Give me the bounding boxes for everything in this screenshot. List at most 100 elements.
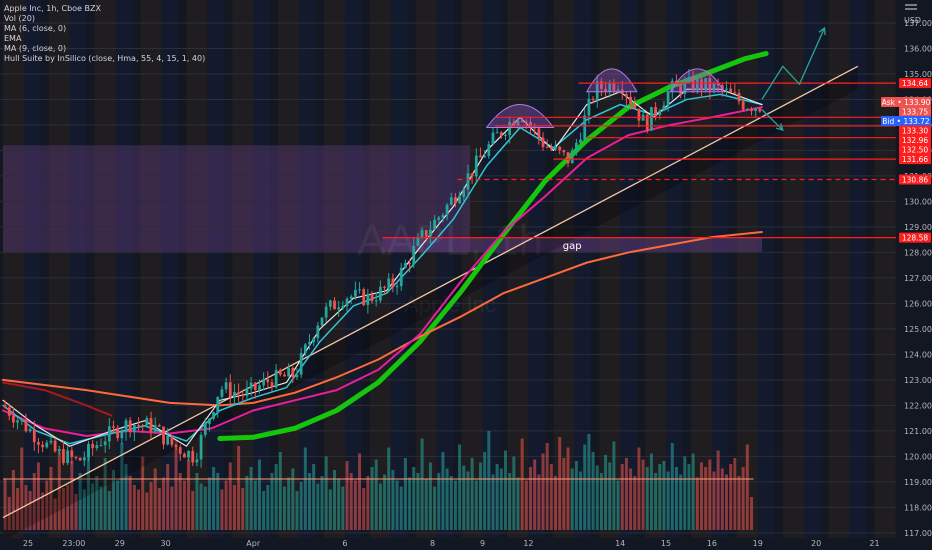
- legend-ma-6[interactable]: MA (6, close, 0): [4, 24, 67, 33]
- price-tick-label: 125.00: [904, 325, 932, 334]
- session-band: [849, 0, 867, 538]
- price-tick-label: 127.00: [904, 274, 932, 283]
- session-band: [507, 0, 529, 538]
- horizontal-levels[interactable]: [382, 82, 896, 239]
- volume-bar: [545, 443, 549, 530]
- candle: [725, 88, 728, 90]
- candle: [737, 93, 741, 102]
- legend-volume[interactable]: Vol (20): [4, 14, 35, 23]
- gap-zone: [382, 237, 762, 253]
- candle: [45, 442, 49, 448]
- volume-bar: [562, 458, 566, 530]
- volume-bar: [162, 477, 166, 530]
- trendline[interactable]: [2, 65, 859, 541]
- volume-bar: [358, 453, 362, 530]
- legend-ema[interactable]: EMA: [4, 34, 22, 43]
- volume-bar: [57, 452, 61, 530]
- candle: [666, 91, 670, 106]
- volume-bar: [741, 467, 745, 530]
- price-tag-label: 134.64: [902, 79, 928, 88]
- volume-bar: [149, 482, 153, 530]
- trendline: [2, 65, 859, 519]
- volume-bar: [391, 470, 395, 530]
- currency-label: USD: [904, 16, 922, 25]
- candle: [237, 392, 240, 395]
- volume-bar: [437, 473, 441, 530]
- price-axis[interactable]: 137.00136.00135.00134.00133.00132.00131.…: [896, 0, 932, 550]
- candle: [283, 374, 286, 377]
- candle: [374, 300, 378, 302]
- session-band: [736, 0, 758, 538]
- volume-bar: [591, 452, 595, 530]
- pattern-arc: [669, 68, 726, 93]
- volume-bar: [541, 453, 545, 530]
- pattern-arcs[interactable]: [485, 68, 726, 128]
- candle: [574, 142, 578, 151]
- candle: [391, 278, 395, 288]
- price-tick-label: 117.00: [904, 529, 932, 538]
- volume-bar: [416, 473, 420, 530]
- legend-ma-9[interactable]: MA (9, close, 0): [4, 44, 67, 53]
- candle: [520, 120, 524, 122]
- legend-title[interactable]: Apple Inc, 1h, Cboe BZX: [4, 4, 101, 13]
- candle: [87, 443, 90, 458]
- session-band: [645, 0, 667, 538]
- ma-line-dark-red: [2, 381, 113, 417]
- candle: [141, 425, 145, 427]
- candle: [566, 152, 570, 164]
- time-axis-bg: [0, 538, 932, 550]
- volume-bar: [216, 473, 220, 530]
- candle: [470, 173, 474, 177]
- volume-bar: [478, 462, 482, 530]
- volume-bar: [24, 485, 28, 530]
- volume-bar: [633, 476, 637, 530]
- volume-bar: [137, 489, 141, 530]
- candle: [299, 352, 303, 375]
- volume-bar: [570, 468, 574, 530]
- candle: [595, 81, 599, 101]
- volume-bar: [549, 464, 553, 530]
- volume-bar: [441, 452, 445, 530]
- time-tick-label: Apr: [246, 539, 261, 548]
- volume-bar: [670, 443, 674, 530]
- volume-bar: [483, 452, 487, 530]
- volume-bar: [725, 474, 728, 530]
- volume-bar: [16, 488, 20, 530]
- volume-bar: [120, 443, 124, 530]
- candle: [195, 459, 199, 463]
- session-band: [207, 0, 225, 538]
- session-band: [782, 0, 804, 538]
- volume-bar: [637, 447, 641, 530]
- price-tick-label: 137.00: [904, 19, 932, 28]
- candle: [191, 451, 195, 463]
- candle: [362, 289, 366, 306]
- candle: [145, 418, 149, 426]
- candle: [654, 107, 657, 115]
- volume-bar: [141, 456, 145, 530]
- time-tick-label: 15: [661, 539, 671, 548]
- price-tag-label: 133.75: [902, 107, 928, 116]
- time-axis[interactable]: 25 23:00 29 30 Apr 6 8 9 12 14 15 16 19 20 21: [0, 538, 932, 550]
- candle: [349, 296, 353, 299]
- volume-bar: [374, 459, 378, 530]
- volume-bar: [328, 489, 332, 530]
- candle: [37, 442, 40, 445]
- candle: [178, 447, 182, 454]
- forecast-arrow: [761, 109, 784, 131]
- menu-icon[interactable]: [905, 2, 917, 12]
- candle: [516, 120, 520, 126]
- volume-bar: [424, 479, 428, 530]
- time-tick-label: 29: [115, 539, 125, 548]
- session-band: [415, 0, 437, 538]
- candle: [700, 79, 703, 90]
- forecast-arrows[interactable]: [761, 26, 826, 131]
- legend-hull-suite[interactable]: Hull Suite by InSilico (close, Hma, 55, …: [4, 54, 206, 63]
- volume-bar: [470, 458, 474, 530]
- volume-bar: [153, 468, 157, 530]
- volume-bar: [195, 473, 199, 530]
- volume-bar: [624, 458, 628, 530]
- time-tick-label: 20: [811, 539, 821, 548]
- time-tick-label: 25: [23, 539, 33, 548]
- volume-bar: [695, 477, 699, 530]
